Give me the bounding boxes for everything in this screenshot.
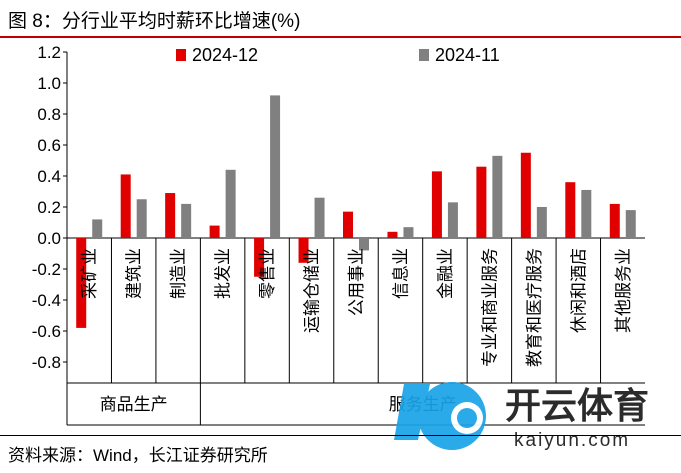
y-tick-label: -0.6 [32, 322, 61, 341]
category-label: 专业和商业服务 [480, 248, 499, 367]
y-tick-label: 0.2 [37, 198, 61, 217]
bar-2024-12-零售业 [254, 238, 265, 277]
bar-2024-11-建筑业 [136, 199, 147, 238]
bar-2024-12-制造业 [165, 193, 176, 238]
y-tick-label: 1.2 [37, 43, 61, 62]
watermark-ball-center-icon [457, 408, 477, 428]
y-tick-label: 0.8 [37, 105, 61, 124]
y-tick-label: -0.2 [32, 260, 61, 279]
bar-2024-12-公用事业 [343, 211, 353, 238]
legend: 2024-12 2024-11 [176, 45, 500, 65]
category-label: 信息业 [391, 248, 410, 299]
bar-2024-12-其他服务业 [609, 203, 620, 238]
bar-2024-11-专业和商业服务 [492, 155, 503, 238]
y-tick-label: 1.0 [37, 74, 61, 93]
bar-2024-12-金融业 [431, 171, 442, 238]
bar-2024-11-其他服务业 [625, 210, 636, 238]
bar-2024-12-采矿业 [76, 238, 87, 328]
watermark-brand: 开云体育 [505, 385, 649, 426]
category-label: 教育和医疗服务 [525, 248, 544, 367]
y-tick-label: 0.4 [37, 167, 61, 186]
legend-label: 2024-12 [192, 45, 258, 65]
figure-title: 图 8：分行业平均时薪环比增速(%) [8, 11, 301, 32]
chart-bars [76, 95, 636, 328]
category-label: 其他服务业 [614, 248, 633, 333]
legend-label: 2024-11 [435, 45, 500, 65]
y-tick-label: 0.0 [37, 229, 61, 248]
bar-2024-11-制造业 [181, 203, 192, 238]
category-label: 制造业 [169, 248, 188, 299]
bar-2024-11-批发业 [225, 169, 236, 238]
bar-2024-11-教育和医疗服务 [536, 207, 547, 238]
y-tick-label: -0.4 [32, 291, 61, 310]
bar-2024-11-信息业 [403, 227, 414, 238]
bar-2024-12-批发业 [209, 225, 220, 238]
bar-2024-11-采矿业 [92, 219, 103, 238]
y-tick-label: -0.8 [32, 353, 61, 372]
y-tick-labels: -0.8 -0.6 -0.4 -0.2 0.0 0.2 0.4 0.6 0.8 1.0 1.2 [32, 43, 61, 372]
bar-2024-12-运输仓储业 [298, 238, 309, 263]
category-labels: 采矿业 建筑业 制造业 批发业 零售业 运输仓储业 公用事业 信息业 金融业 专业和商业服务 教育和… [80, 248, 633, 367]
category-label: 公用事业 [347, 248, 366, 316]
bar-2024-12-专业和商业服务 [476, 166, 487, 238]
bar-2024-11-零售业 [270, 95, 281, 239]
legend-swatch [419, 49, 429, 61]
watermark: 开云体育 kaiyun.com [394, 382, 649, 451]
category-label: 零售业 [258, 248, 277, 299]
category-label: 建筑业 [125, 248, 144, 299]
chart-axes [63, 51, 645, 426]
category-label: 采矿业 [80, 248, 99, 299]
group-label: 商品生产 [100, 395, 168, 414]
source-note: 资料来源：Wind，长江证券研究所 [8, 446, 268, 465]
bar-2024-11-休闲和酒店 [581, 189, 592, 238]
bar-2024-11-金融业 [447, 202, 458, 238]
category-label: 休闲和酒店 [569, 248, 588, 333]
category-label: 金融业 [436, 248, 455, 299]
source-rule [0, 435, 681, 436]
legend-swatch [176, 49, 186, 61]
y-tick-label: 0.6 [37, 136, 61, 155]
bar-2024-12-信息业 [387, 231, 398, 238]
bar-2024-12-休闲和酒店 [565, 182, 576, 238]
bar-2024-11-公用事业 [359, 238, 369, 251]
bar-2024-11-运输仓储业 [314, 197, 325, 238]
category-label: 运输仓储业 [303, 248, 322, 333]
bar-2024-12-建筑业 [120, 174, 131, 238]
watermark-url: kaiyun.com [514, 430, 630, 451]
bar-2024-12-教育和医疗服务 [520, 152, 531, 238]
watermark-k-stem-icon [394, 384, 430, 440]
category-label: 批发业 [214, 248, 233, 299]
title-rule [0, 36, 681, 38]
